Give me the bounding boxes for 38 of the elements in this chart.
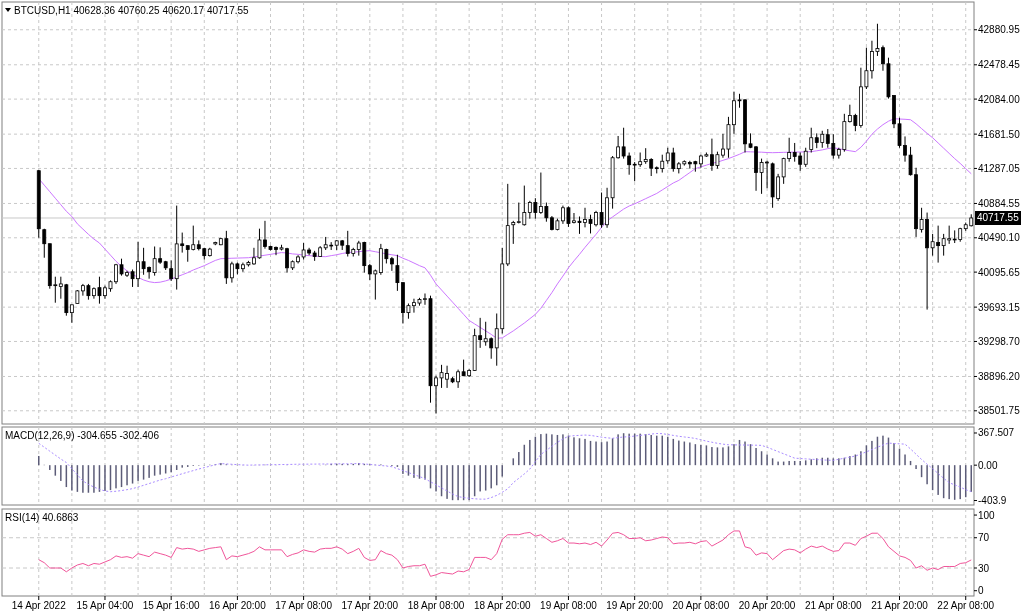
y-tick-label: 42880.95 [978, 24, 1021, 36]
x-tick-label: 19 Apr 20:00 [606, 600, 664, 611]
x-tick-label: 20 Apr 08:00 [672, 600, 730, 611]
x-tick-label: 21 Apr 20:00 [871, 600, 929, 611]
x-tick-label: 22 Apr 08:00 [937, 600, 995, 611]
x-tick-label: 15 Apr 04:00 [76, 600, 134, 611]
y-tick-label: 39693.15 [978, 301, 1021, 313]
chart-title: MACD(12,26,9) -304.655 -302.406 [5, 430, 160, 441]
x-tick-label: 19 Apr 08:00 [540, 600, 598, 611]
x-tick-label: 17 Apr 08:00 [275, 600, 333, 611]
x-tick-label: 15 Apr 16:00 [142, 600, 200, 611]
x-tick-label: 21 Apr 08:00 [804, 600, 863, 611]
y-tick-label: 41287.05 [978, 162, 1021, 174]
chart-title: RSI(14) 40.6863 [5, 512, 79, 523]
y-tick-label: 100 [978, 509, 996, 521]
y-tick-label: 70 [978, 532, 990, 544]
y-tick-label: -403.9 [978, 495, 1007, 507]
x-tick-label: 18 Apr 20:00 [473, 600, 532, 611]
y-tick-label: 40884.55 [978, 197, 1021, 209]
y-tick-label: 30 [978, 562, 990, 574]
y-tick-label: 367.507 [978, 427, 1015, 439]
ref-line-label: 40717.55 [977, 212, 1020, 224]
x-tick-label: 20 Apr 20:00 [738, 600, 796, 611]
y-tick-label: 38501.75 [978, 405, 1021, 417]
x-tick-label: 18 Apr 08:00 [407, 600, 465, 611]
y-tick-label: 40095.65 [978, 266, 1021, 278]
x-tick-label: 16 Apr 20:00 [209, 600, 267, 611]
x-tick-label: 14 Apr 2022 [11, 600, 67, 611]
y-tick-label: 42478.45 [978, 59, 1021, 71]
y-tick-label: 0.00 [978, 459, 998, 471]
y-tick-label: 42084.00 [978, 93, 1021, 105]
y-tick-label: 39298.70 [978, 335, 1021, 347]
y-tick-label: 0 [978, 585, 984, 597]
y-tick-label: 41681.50 [978, 128, 1021, 140]
y-tick-label: 40490.10 [978, 232, 1021, 244]
x-tick-label: 17 Apr 20:00 [341, 600, 399, 611]
y-tick-label: 38896.20 [978, 370, 1021, 382]
chart-title: BTCUSD,H1 40628.36 40760.25 40620.17 40717.55 [14, 5, 250, 16]
